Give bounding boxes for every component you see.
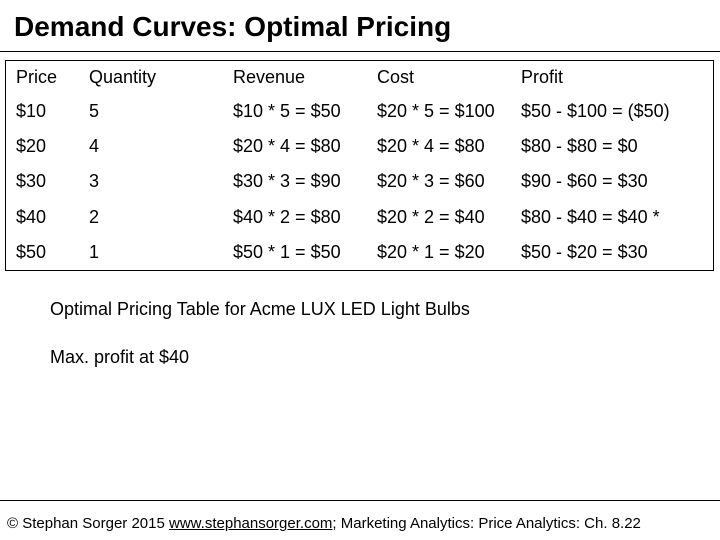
optimal-pricing-table: Price Quantity Revenue Cost Profit $10 5… — [5, 60, 714, 271]
header-quantity: Quantity — [89, 66, 157, 87]
cell-profit: $50 - $100 = ($50) — [521, 100, 670, 121]
cell-revenue: $40 * 2 = $80 — [233, 206, 341, 227]
cell-price: $10 — [16, 100, 47, 121]
cell-revenue: $30 * 3 = $90 — [233, 171, 341, 192]
cell-cost: $20 * 4 = $80 — [377, 136, 485, 157]
header-profit: Profit — [521, 66, 564, 87]
header-price: Price — [16, 66, 58, 87]
cell-cost: $20 * 1 = $20 — [377, 242, 485, 263]
cell-price: $30 — [16, 171, 47, 192]
page-title: Demand Curves: Optimal Pricing — [14, 11, 452, 42]
cell-price: $20 — [16, 136, 47, 157]
footer-course-info: ; Marketing Analytics: Price Analytics: … — [332, 515, 641, 532]
table-row: $50 1 $50 * 1 = $50 $20 * 1 = $20 $50 - … — [6, 235, 714, 270]
footer-copyright: © Stephan Sorger 2015 — [7, 515, 169, 532]
table-header-row: Price Quantity Revenue Cost Profit — [6, 61, 714, 94]
cell-price: $50 — [16, 242, 47, 263]
footer-website-link[interactable]: www.stephansorger.com — [169, 515, 333, 532]
cell-quantity: 4 — [89, 136, 100, 157]
cell-price: $40 — [16, 206, 47, 227]
cell-quantity: 3 — [89, 171, 100, 192]
header-revenue: Revenue — [233, 66, 306, 87]
cell-revenue: $20 * 4 = $80 — [233, 136, 341, 157]
cell-profit: $90 - $60 = $30 — [521, 171, 648, 192]
cell-quantity: 5 — [89, 100, 100, 121]
max-profit-note: Max. profit at $40 — [50, 347, 190, 367]
cell-revenue: $10 * 5 = $50 — [233, 100, 341, 121]
cell-profit: $80 - $40 = $40 * — [521, 206, 660, 227]
cell-quantity: 1 — [89, 242, 100, 263]
cell-cost: $20 * 2 = $40 — [377, 206, 485, 227]
header-cost: Cost — [377, 66, 415, 87]
title-divider — [0, 51, 720, 52]
table-row: $20 4 $20 * 4 = $80 $20 * 4 = $80 $80 - … — [6, 129, 714, 164]
cell-cost: $20 * 5 = $100 — [377, 100, 495, 121]
table-row: $30 3 $30 * 3 = $90 $20 * 3 = $60 $90 - … — [6, 164, 714, 199]
table-row: $10 5 $10 * 5 = $50 $20 * 5 = $100 $50 -… — [6, 94, 714, 129]
footer: © Stephan Sorger 2015 www.stephansorger.… — [0, 500, 720, 540]
table-row: $40 2 $40 * 2 = $80 $20 * 2 = $40 $80 - … — [6, 200, 714, 235]
table-caption: Optimal Pricing Table for Acme LUX LED L… — [50, 299, 470, 319]
cell-profit: $50 - $20 = $30 — [521, 242, 648, 263]
cell-revenue: $50 * 1 = $50 — [233, 242, 341, 263]
cell-cost: $20 * 3 = $60 — [377, 171, 485, 192]
cell-quantity: 2 — [89, 206, 100, 227]
cell-profit: $80 - $80 = $0 — [521, 136, 638, 157]
